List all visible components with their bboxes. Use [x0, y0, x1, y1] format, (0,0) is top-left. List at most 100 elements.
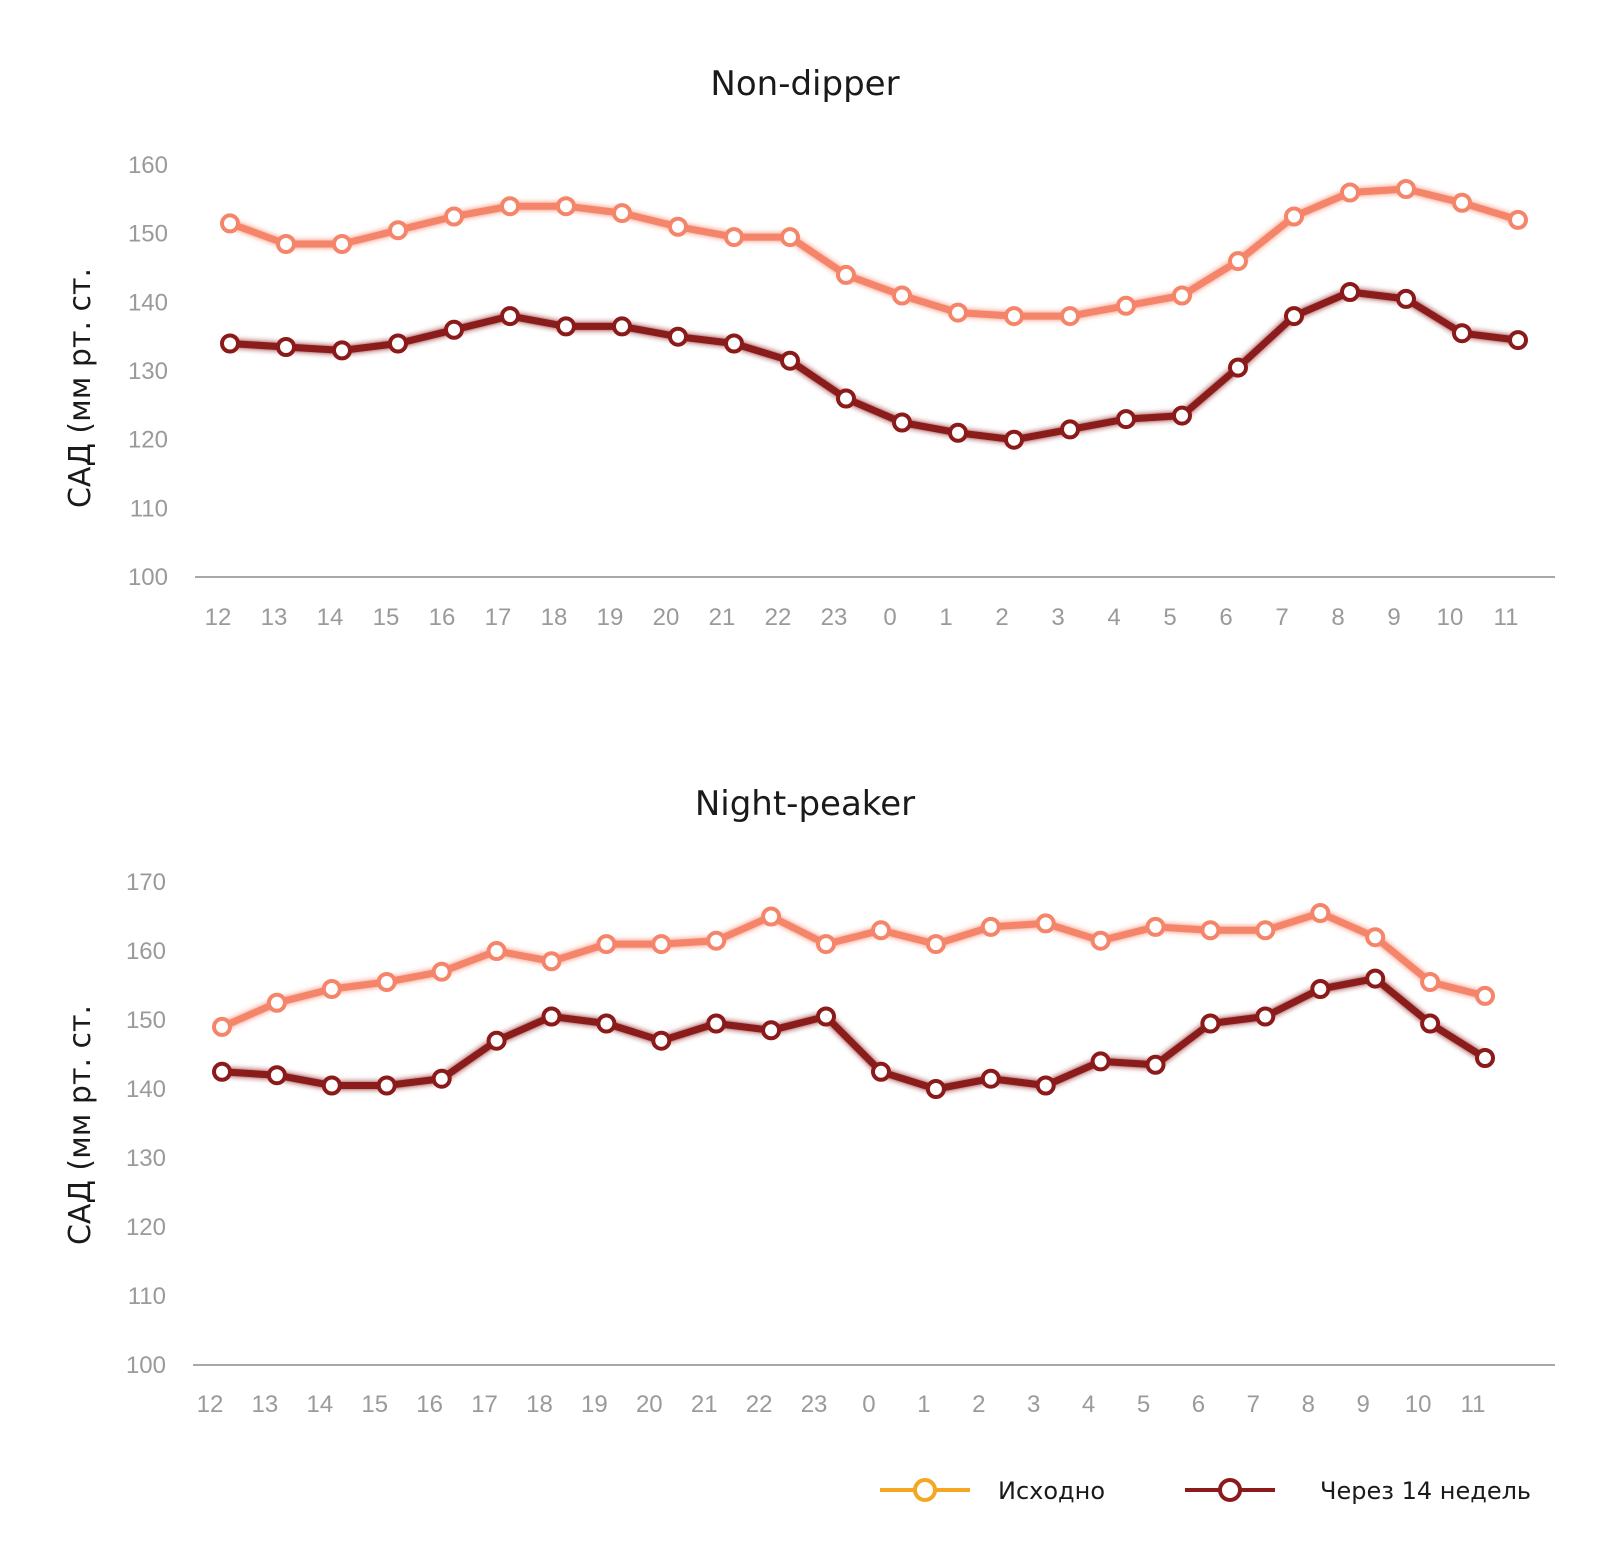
data-point-after-14-weeks [321, 1075, 342, 1096]
data-point-baseline [276, 234, 296, 254]
data-point-after-14-weeks [836, 388, 856, 409]
data-point-after-14-weeks [816, 1006, 836, 1027]
x-tick-label: 12 [205, 604, 232, 631]
data-point-baseline [1284, 206, 1304, 227]
data-point-baseline [1172, 285, 1192, 306]
data-point-after-14-weeks [1340, 282, 1360, 302]
data-point-after-14-weeks [1452, 323, 1472, 344]
y-axis-label: САД (мм рт. ст. [63, 1005, 98, 1245]
series-group [212, 903, 1495, 1099]
y-tick-label: 110 [130, 495, 168, 522]
x-tick-label: 21 [691, 1391, 718, 1418]
legend-marker-icon [913, 1478, 937, 1502]
x-tick-label: 0 [883, 604, 896, 631]
data-point-baseline [1004, 306, 1024, 327]
data-point-baseline [836, 264, 856, 285]
data-point-after-14-weeks [724, 333, 744, 354]
y-tick-label: 160 [126, 938, 166, 965]
data-point-after-14-weeks [556, 316, 576, 337]
x-tick-label: 11 [1461, 1391, 1486, 1418]
data-point-after-14-weeks [500, 306, 520, 327]
data-point-baseline [1365, 927, 1386, 948]
legend-label: Через 14 недель [1320, 1477, 1531, 1505]
data-point-after-14-weeks [1228, 357, 1248, 378]
data-point-after-14-weeks [612, 316, 632, 337]
x-tick-label: 15 [373, 604, 400, 631]
data-point-baseline [925, 934, 946, 955]
legend-item-baseline: Исходно [880, 1477, 1105, 1505]
data-point-after-14-weeks [266, 1065, 287, 1086]
data-point-after-14-weeks [541, 1006, 562, 1027]
x-tick-label: 10 [1437, 604, 1464, 631]
data-point-baseline [388, 220, 408, 241]
y-tick-label: 150 [128, 221, 168, 248]
x-tick-label: 22 [746, 1391, 773, 1418]
data-point-baseline [486, 941, 507, 961]
x-tick-label: 14 [306, 1391, 333, 1418]
x-tick-label: 9 [1387, 604, 1400, 631]
data-point-after-14-weeks [925, 1079, 946, 1099]
x-tick-label: 8 [1331, 604, 1344, 631]
data-point-baseline [220, 213, 240, 234]
series-group [220, 179, 1528, 450]
x-tick-label: 1 [939, 604, 952, 631]
data-point-baseline [706, 930, 727, 951]
data-point-after-14-weeks [220, 333, 240, 354]
data-point-after-14-weeks [1396, 288, 1416, 309]
data-point-baseline [668, 216, 688, 237]
series-line-after-14-weeks [218, 975, 1489, 1093]
data-point-baseline [1090, 930, 1111, 951]
y-tick-labels: 100 110 120 130 140 150 160 170 [126, 869, 166, 1379]
x-tick-label: 1 [917, 1391, 930, 1418]
data-point-baseline [1475, 985, 1495, 1006]
data-point-baseline [1396, 179, 1416, 199]
x-tick-label: 11 [1494, 604, 1519, 631]
data-point-baseline [1420, 972, 1441, 992]
data-point-baseline [892, 285, 912, 306]
y-tick-label: 100 [126, 1352, 166, 1379]
legend-label: Исходно [998, 1477, 1105, 1505]
data-point-baseline [1145, 916, 1166, 937]
data-point-baseline [596, 934, 617, 955]
data-point-after-14-weeks [1060, 419, 1080, 440]
data-point-baseline [444, 206, 464, 227]
x-tick-label: 19 [581, 1391, 608, 1418]
data-point-after-14-weeks [871, 1061, 891, 1082]
data-point-baseline [1035, 913, 1056, 934]
data-point-baseline [980, 916, 1001, 937]
data-point-after-14-weeks [332, 340, 352, 361]
data-point-after-14-weeks [651, 1030, 672, 1051]
data-point-baseline [1116, 295, 1136, 316]
data-point-baseline [1200, 920, 1221, 941]
legend-marker-icon [1218, 1478, 1242, 1502]
x-tick-label: 5 [1137, 1391, 1150, 1418]
data-point-after-14-weeks [706, 1013, 727, 1034]
data-point-baseline [321, 979, 342, 999]
data-point-baseline [500, 196, 520, 217]
y-tick-label: 110 [128, 1283, 166, 1310]
data-point-after-14-weeks [780, 350, 800, 371]
x-tick-label: 10 [1405, 1391, 1432, 1418]
x-tick-label: 16 [416, 1391, 443, 1418]
data-point-after-14-weeks [1255, 1006, 1276, 1027]
data-point-baseline [1508, 209, 1528, 230]
data-point-after-14-weeks [1365, 968, 1386, 989]
data-point-baseline [780, 227, 800, 248]
data-point-after-14-weeks [276, 337, 296, 357]
y-tick-label: 130 [126, 1145, 166, 1172]
data-point-baseline [376, 972, 397, 992]
data-point-baseline [948, 302, 968, 323]
x-tick-label: 3 [1051, 604, 1064, 631]
x-tick-label: 20 [636, 1391, 663, 1418]
x-tick-label: 7 [1275, 604, 1288, 631]
chart-title: Non-dipper [710, 64, 899, 104]
x-tick-label: 12 [197, 1391, 224, 1418]
x-tick-label: 5 [1163, 604, 1176, 631]
y-tick-label: 100 [128, 564, 168, 591]
data-point-after-14-weeks [980, 1068, 1001, 1089]
data-point-baseline [1340, 182, 1360, 203]
data-point-after-14-weeks [668, 326, 688, 347]
data-point-after-14-weeks [486, 1030, 507, 1051]
data-point-baseline [816, 934, 836, 955]
